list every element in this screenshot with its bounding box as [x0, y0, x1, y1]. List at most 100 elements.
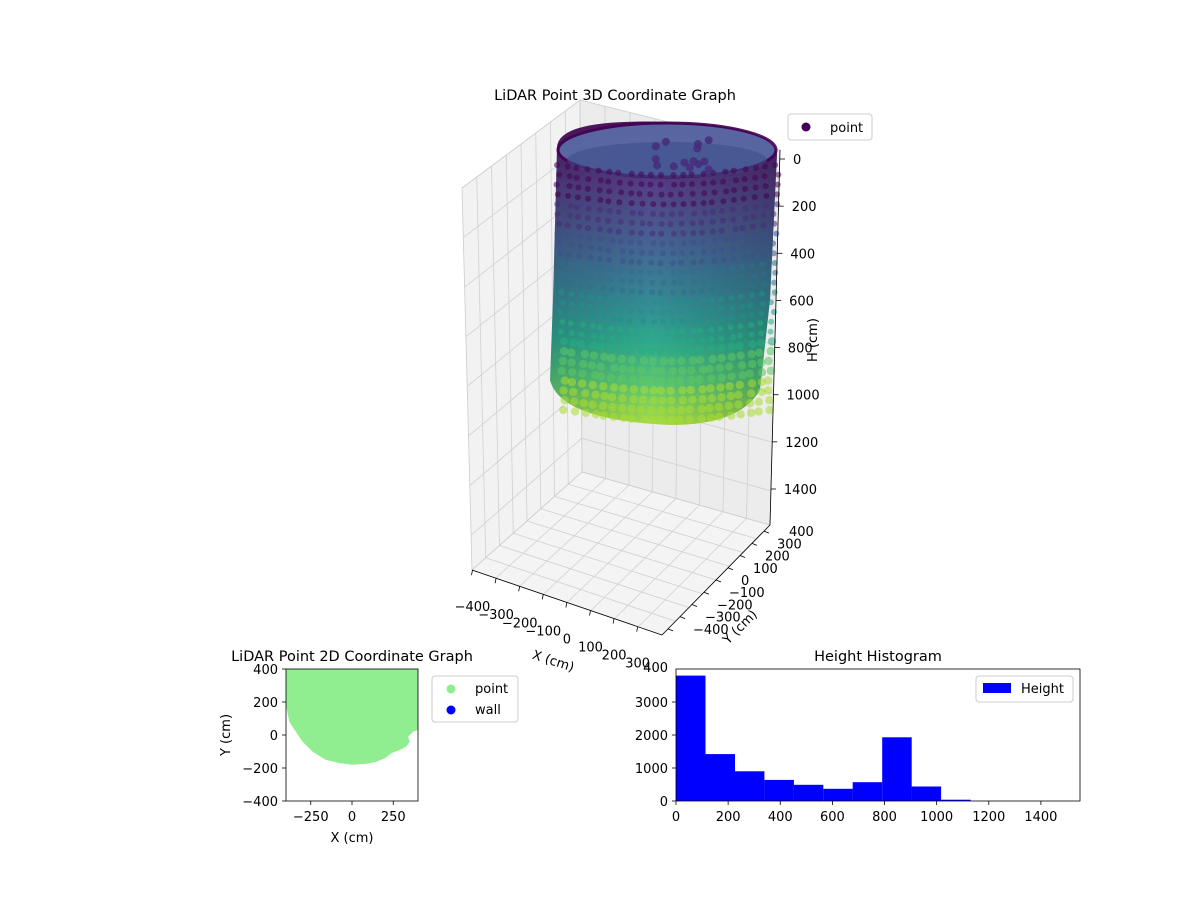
- point-marker: [754, 407, 763, 416]
- z-tick-label: 200: [792, 200, 817, 215]
- x-ticks-2d: −250 0 250: [293, 801, 406, 825]
- point-marker: [596, 342, 606, 352]
- point-marker: [658, 396, 667, 405]
- point-marker: [709, 277, 716, 284]
- point-marker: [667, 221, 674, 227]
- point-marker: [689, 308, 696, 315]
- point-marker: [678, 395, 688, 405]
- point-marker: [717, 344, 726, 353]
- point-marker: [569, 387, 578, 397]
- legend-marker-point: [801, 122, 811, 132]
- point-marker: [712, 238, 719, 245]
- legend-marker-wall: [446, 705, 456, 715]
- point-marker: [627, 404, 636, 414]
- point-marker: [761, 281, 768, 288]
- point-marker: [647, 181, 654, 188]
- point-marker: [610, 363, 619, 372]
- point-marker: [737, 323, 744, 330]
- point-marker: [699, 239, 706, 246]
- point-marker: [681, 289, 687, 296]
- point-marker: [698, 385, 707, 394]
- point-marker: [727, 352, 736, 361]
- point-marker: [606, 188, 613, 195]
- point-marker: [657, 260, 664, 267]
- point-marker: [595, 167, 602, 174]
- y-tick-mark: [715, 579, 722, 583]
- point-marker: [685, 415, 694, 424]
- y-tick-label: 0: [741, 574, 749, 589]
- point-marker: [576, 233, 583, 240]
- point-marker: [687, 366, 696, 375]
- point-marker: [667, 191, 674, 198]
- point-marker: [748, 331, 755, 338]
- x-tick-label-hist: 0: [672, 810, 680, 825]
- point-marker: [646, 269, 653, 276]
- point-marker: [729, 255, 736, 262]
- point-marker: [689, 249, 696, 256]
- point-marker: [734, 400, 743, 409]
- point-marker: [619, 345, 628, 354]
- x-axis-label-2d: X (cm): [331, 831, 374, 846]
- x-tick-label-2d: 0: [348, 810, 356, 825]
- point-marker: [760, 212, 767, 219]
- point-marker: [650, 299, 657, 306]
- point-marker: [619, 384, 628, 393]
- point-marker: [670, 270, 677, 276]
- point-marker: [700, 200, 707, 207]
- point-marker: [741, 254, 748, 261]
- point-marker: [574, 204, 580, 211]
- point-marker: [719, 315, 726, 322]
- point-marker: [647, 171, 654, 178]
- point-marker: [690, 200, 697, 207]
- point-marker: [599, 382, 608, 391]
- point-marker: [738, 283, 745, 290]
- point-marker: [627, 355, 637, 365]
- point-marker: [609, 237, 616, 244]
- point-marker: [569, 300, 575, 307]
- point-marker: [609, 412, 618, 421]
- point-marker: [719, 217, 726, 224]
- point-area-2d: [286, 669, 418, 765]
- point-marker: [720, 178, 727, 185]
- z-tick-label: 400: [790, 247, 815, 262]
- point-marker: [752, 243, 759, 250]
- point-marker: [657, 270, 664, 276]
- point-marker: [579, 398, 588, 408]
- point-marker: [689, 288, 696, 295]
- point-marker: [748, 311, 755, 318]
- point-marker: [727, 324, 734, 331]
- point-marker: [579, 359, 588, 369]
- point-marker: [649, 289, 656, 296]
- x-tick-label-hist: 400: [768, 810, 793, 825]
- point-marker: [588, 400, 597, 409]
- x-tick-label-hist: 200: [716, 810, 741, 825]
- point-marker: [750, 213, 757, 220]
- point-marker: [636, 190, 643, 197]
- point-marker: [759, 261, 766, 268]
- legend-2d: point wall: [431, 675, 519, 723]
- point-marker: [646, 376, 655, 385]
- point-marker: [590, 332, 597, 339]
- point-marker: [670, 201, 677, 208]
- point-marker: [606, 208, 613, 214]
- x-tick-label: −300: [478, 608, 514, 623]
- point-marker: [690, 318, 697, 325]
- point-marker: [740, 244, 747, 251]
- histogram-bar: [705, 754, 735, 801]
- point-marker: [640, 415, 649, 424]
- point-marker: [735, 380, 744, 390]
- point-marker: [668, 338, 674, 345]
- point-marker: [667, 415, 676, 425]
- point-marker: [719, 266, 726, 273]
- point-marker: [747, 302, 754, 309]
- point-marker: [597, 206, 603, 213]
- point-marker: [591, 410, 601, 419]
- point-marker: [628, 200, 635, 207]
- point-marker: [686, 346, 696, 355]
- point-marker: [637, 405, 646, 414]
- point-marker: [725, 362, 734, 371]
- point-marker: [584, 185, 591, 192]
- point-marker: [640, 385, 649, 395]
